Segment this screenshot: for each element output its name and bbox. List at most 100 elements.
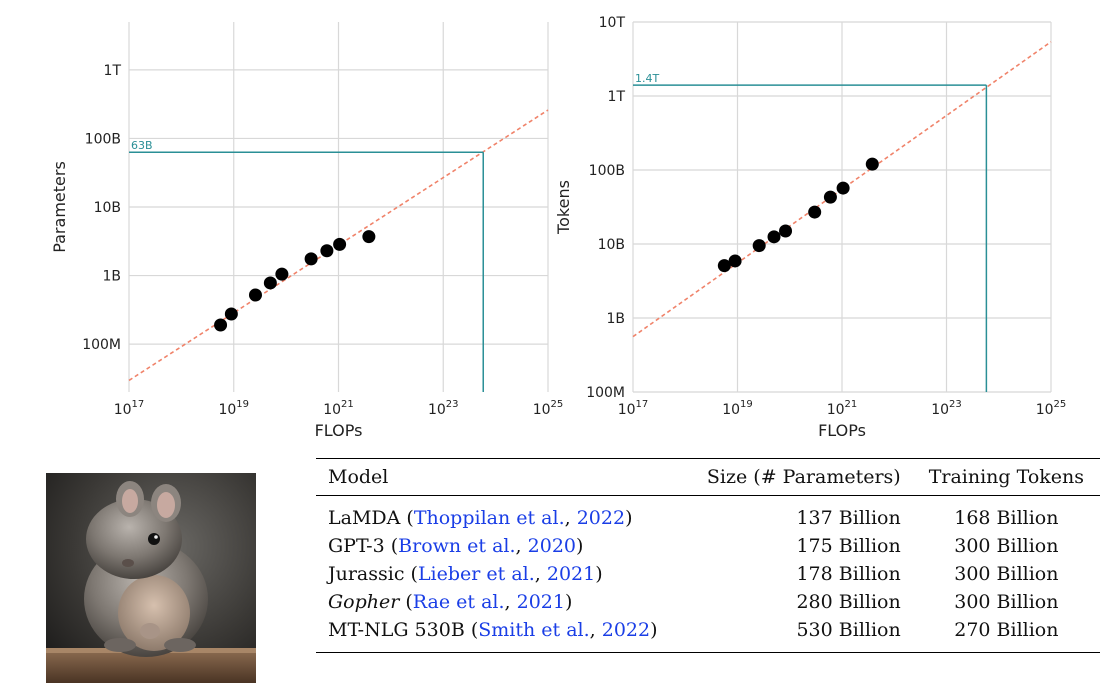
header-size: Size (# Parameters): [706, 466, 901, 488]
table-header-row: Model Size (# Parameters) Training Token…: [316, 458, 1100, 496]
data-point: [362, 230, 376, 244]
size-cell: 178 Billion: [796, 563, 901, 585]
data-point: [836, 181, 850, 195]
data-point: [823, 190, 837, 204]
data-point: [717, 259, 731, 273]
table-body: LaMDA (Thoppilan et al., 2022) 137 Billio…: [316, 496, 1100, 653]
x-tick-label: 1019: [722, 399, 753, 418]
y-axis-title: Tokens: [554, 180, 573, 235]
data-point: [214, 318, 228, 332]
model-cell: GPT-3 (Brown et al., 2020): [316, 532, 685, 560]
x-tick-label: 1021: [323, 399, 354, 418]
y-tick-label: 100B: [589, 163, 625, 179]
header-model: Model: [328, 466, 389, 488]
x-tick-label: 1023: [931, 399, 962, 418]
model-name: Jurassic: [328, 563, 405, 585]
citation-sep: ,: [589, 619, 602, 641]
model-comparison-table: Model Size (# Parameters) Training Token…: [316, 458, 1100, 653]
model-cell: Gopher (Rae et al., 2021): [316, 588, 685, 616]
fit-line: [128, 109, 549, 382]
header-tokens: Training Tokens: [928, 466, 1084, 488]
y-tick-label: 1T: [608, 89, 626, 105]
tokens-cell: 300 Billion: [954, 535, 1059, 557]
size-cell: 175 Billion: [796, 535, 901, 557]
data-point: [248, 288, 262, 302]
chart-2: 1.4T 1017 1019 1021 1023 1025 100M 1B 10B 100B 1T 1…: [554, 15, 1066, 440]
citation-open: (: [399, 591, 413, 613]
citation-year-link[interactable]: 2022: [601, 619, 651, 641]
citation-link[interactable]: Brown et al.: [398, 535, 516, 557]
data-point: [224, 307, 238, 321]
model-name: MT-NLG 530B: [328, 619, 465, 641]
model-name: Gopher: [328, 591, 400, 613]
citation-link[interactable]: Smith et al.: [478, 619, 590, 641]
x-tick-label: 1021: [827, 399, 858, 418]
x-tick-label: 1023: [428, 399, 459, 418]
citation-close: ): [650, 619, 658, 641]
y-tick-label: 10B: [94, 200, 121, 216]
table-row: MT-NLG 530B (Smith et al., 2022) 530 Bill…: [316, 616, 1100, 653]
tokens-cell: 300 Billion: [954, 591, 1059, 613]
size-cell: 280 Billion: [796, 591, 901, 613]
model-name: GPT-3: [328, 535, 385, 557]
data-point: [865, 157, 879, 171]
citation-close: ): [595, 563, 603, 585]
citation-year-link[interactable]: 2021: [516, 591, 565, 613]
x-tick-label: 1025: [533, 399, 564, 418]
data-point: [728, 254, 742, 268]
y-tick-label: 1B: [606, 311, 625, 327]
citation-year-link[interactable]: 2020: [527, 535, 576, 557]
y-tick-label: 1T: [104, 63, 122, 79]
tokens-cell: 300 Billion: [954, 563, 1059, 585]
x-tick-label: 1017: [618, 399, 649, 418]
chart-1: 63B 1017 1019 1021 1023 1025 100M 1B 10B 100B 1T FL…: [50, 22, 563, 440]
data-point: [275, 267, 289, 281]
x-tick-label: 1019: [218, 399, 249, 418]
x-tick-label: 1025: [1036, 399, 1067, 418]
y-tick-label: 100B: [85, 131, 121, 147]
y-axis-title: Parameters: [50, 161, 69, 253]
x-axis-title: FLOPs: [818, 421, 866, 440]
citation-open: (: [384, 535, 399, 557]
size-cell: 530 Billion: [796, 619, 901, 641]
citation-sep: ,: [564, 507, 577, 529]
data-point: [779, 224, 793, 238]
citation-year-link[interactable]: 2022: [576, 507, 626, 529]
model-comparison-table-container: Model Size (# Parameters) Training Token…: [316, 458, 1100, 653]
citation-close: ): [625, 507, 633, 529]
reference-label: 63B: [131, 139, 153, 152]
data-point: [808, 205, 822, 219]
table-row: GPT-3 (Brown et al., 2020) 175 Billion 300…: [316, 532, 1100, 560]
citation-link[interactable]: Thoppilan et al.: [413, 507, 565, 529]
citation-sep: ,: [534, 563, 547, 585]
model-cell: Jurassic (Lieber et al., 2021): [316, 560, 685, 588]
data-point: [333, 237, 347, 251]
y-tick-label: 100M: [586, 385, 625, 401]
tokens-cell: 168 Billion: [954, 507, 1059, 529]
y-tick-label: 10B: [598, 237, 625, 253]
citation-close: ): [576, 535, 584, 557]
citation-open: (: [400, 507, 414, 529]
x-axis-title: FLOPs: [315, 421, 363, 440]
reference-label: 1.4T: [635, 72, 659, 85]
citation-open: (: [404, 563, 418, 585]
y-tick-label: 1B: [102, 269, 121, 285]
size-cell: 137 Billion: [796, 507, 901, 529]
chinchilla-image: [46, 473, 256, 683]
table-row: Gopher (Rae et al., 2021) 280 Billion 300 …: [316, 588, 1100, 616]
data-point: [304, 252, 318, 266]
citation-link[interactable]: Lieber et al.: [417, 563, 535, 585]
citation-sep: ,: [504, 591, 517, 613]
x-tick-label: 1017: [114, 399, 145, 418]
table-row: LaMDA (Thoppilan et al., 2022) 137 Billio…: [316, 496, 1100, 533]
data-point: [767, 230, 781, 244]
citation-link[interactable]: Rae et al.: [412, 591, 505, 613]
citation-year-link[interactable]: 2021: [546, 563, 596, 585]
model-cell: MT-NLG 530B (Smith et al., 2022): [316, 616, 685, 653]
y-tick-label: 10T: [599, 15, 626, 31]
model-cell: LaMDA (Thoppilan et al., 2022): [316, 496, 685, 533]
tokens-cell: 270 Billion: [954, 619, 1059, 641]
data-point: [752, 239, 766, 253]
citation-close: ): [564, 591, 573, 613]
